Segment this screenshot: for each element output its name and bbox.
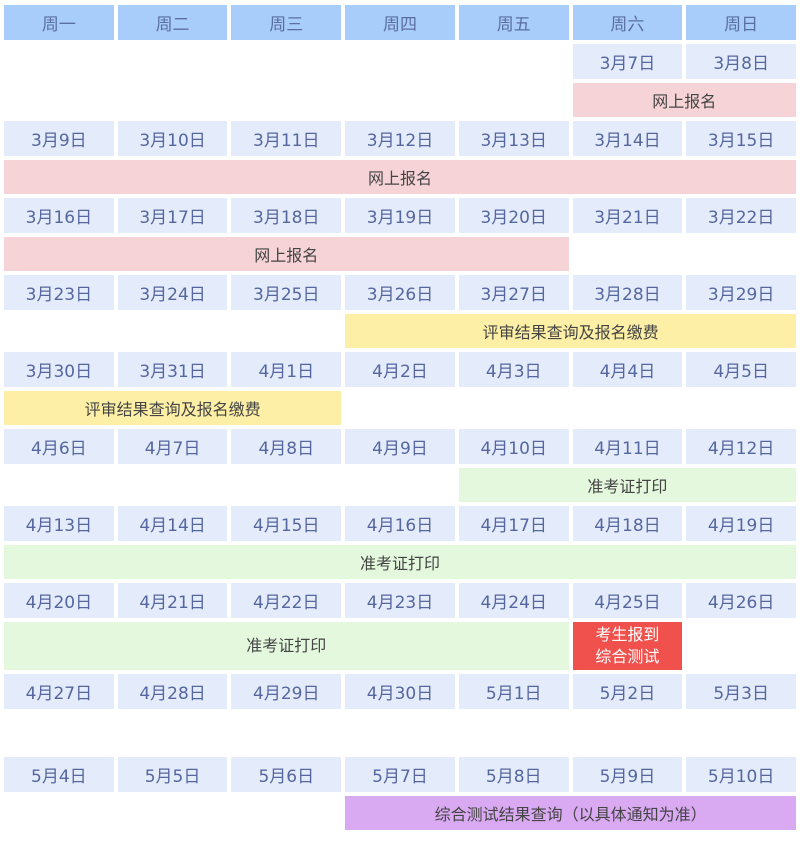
empty-cell — [686, 622, 796, 670]
date-cell: 4月8日 — [231, 429, 342, 464]
weekday-header: 周三 — [231, 5, 342, 40]
date-cell: 4月3日 — [458, 352, 569, 387]
event-bar: 准考证打印 — [458, 468, 796, 502]
weekday-header: 周四 — [345, 5, 455, 40]
date-cell: 4月15日 — [231, 506, 342, 541]
date-cell: 3月9日 — [4, 121, 114, 156]
date-cell: 3月22日 — [686, 198, 796, 233]
date-cell: 5月2日 — [572, 674, 683, 709]
empty-cell — [4, 468, 455, 502]
date-cell: 3月15日 — [686, 121, 796, 156]
empty-cell — [345, 391, 796, 425]
date-cell: 3月25日 — [231, 275, 342, 310]
date-cell: 4月11日 — [572, 429, 683, 464]
empty-cell — [459, 44, 569, 79]
event-bar: 准考证打印 — [4, 545, 796, 579]
event-bar: 评审结果查询及报名缴费 — [345, 314, 796, 348]
empty-cell — [345, 44, 455, 79]
date-cell: 5月3日 — [686, 674, 796, 709]
date-cell: 4月28日 — [117, 674, 228, 709]
date-cell: 3月31日 — [117, 352, 228, 387]
date-cell: 4月9日 — [345, 429, 455, 464]
empty-cell — [4, 314, 341, 348]
date-cell: 4月7日 — [117, 429, 228, 464]
date-cell: 4月6日 — [4, 429, 114, 464]
date-cell: 4月24日 — [458, 583, 569, 618]
date-cell: 4月23日 — [345, 583, 455, 618]
date-cell: 4月20日 — [4, 583, 114, 618]
date-cell: 3月13日 — [458, 121, 569, 156]
date-cell: 3月7日 — [572, 44, 683, 79]
date-cell: 4月26日 — [686, 583, 796, 618]
event-bar: 网上报名 — [4, 237, 569, 271]
weekday-header: 周一 — [4, 5, 114, 40]
date-cell: 4月12日 — [686, 429, 796, 464]
empty-cell — [4, 83, 569, 117]
weekday-header: 周日 — [686, 5, 796, 40]
date-cell: 3月17日 — [117, 198, 228, 233]
date-cell: 3月14日 — [572, 121, 683, 156]
date-cell: 4月2日 — [345, 352, 455, 387]
date-cell: 5月1日 — [458, 674, 569, 709]
empty-cell — [4, 796, 341, 830]
date-cell: 5月7日 — [345, 757, 455, 792]
date-cell: 4月25日 — [572, 583, 683, 618]
date-cell: 3月29日 — [686, 275, 796, 310]
date-cell: 4月17日 — [458, 506, 569, 541]
date-cell: 4月30日 — [345, 674, 455, 709]
date-cell: 5月4日 — [4, 757, 114, 792]
empty-cell — [4, 44, 114, 79]
empty-cell — [118, 44, 228, 79]
date-cell: 4月19日 — [686, 506, 796, 541]
blank-row — [4, 713, 796, 753]
date-cell: 4月1日 — [231, 352, 342, 387]
date-cell: 3月8日 — [686, 44, 796, 79]
date-cell: 4月22日 — [231, 583, 342, 618]
event-bar: 准考证打印 — [4, 622, 569, 670]
event-bar: 网上报名 — [4, 160, 796, 194]
empty-cell — [231, 44, 341, 79]
date-cell: 4月10日 — [458, 429, 569, 464]
date-cell: 4月18日 — [572, 506, 683, 541]
date-cell: 3月19日 — [345, 198, 455, 233]
date-cell: 4月14日 — [117, 506, 228, 541]
date-cell: 4月5日 — [686, 352, 796, 387]
empty-cell — [573, 237, 796, 271]
weekday-header: 周二 — [117, 5, 228, 40]
weekday-header: 周六 — [572, 5, 683, 40]
date-cell: 5月9日 — [572, 757, 683, 792]
date-cell: 3月12日 — [345, 121, 455, 156]
date-cell: 4月27日 — [4, 674, 114, 709]
date-cell: 3月11日 — [231, 121, 342, 156]
date-cell: 5月8日 — [458, 757, 569, 792]
date-cell: 3月20日 — [458, 198, 569, 233]
event-bar: 综合测试结果查询（以具体通知为准） — [345, 796, 796, 830]
date-cell: 4月4日 — [572, 352, 683, 387]
date-cell: 4月13日 — [4, 506, 114, 541]
date-cell: 4月21日 — [117, 583, 228, 618]
date-cell: 4月29日 — [231, 674, 342, 709]
weekday-header: 周五 — [458, 5, 569, 40]
date-cell: 5月5日 — [117, 757, 228, 792]
date-cell: 3月24日 — [117, 275, 228, 310]
date-cell: 3月28日 — [572, 275, 683, 310]
event-bar: 评审结果查询及报名缴费 — [4, 391, 342, 425]
date-cell: 3月18日 — [231, 198, 342, 233]
date-cell: 3月10日 — [117, 121, 228, 156]
date-cell: 3月30日 — [4, 352, 114, 387]
date-cell: 3月23日 — [4, 275, 114, 310]
date-cell: 5月10日 — [686, 757, 796, 792]
event-bar: 考生报到 综合测试 — [572, 622, 683, 670]
date-cell: 3月27日 — [458, 275, 569, 310]
date-cell: 4月16日 — [345, 506, 455, 541]
event-bar: 网上报名 — [572, 83, 796, 117]
date-cell: 3月16日 — [4, 198, 114, 233]
date-cell: 3月21日 — [572, 198, 683, 233]
date-cell: 3月26日 — [345, 275, 455, 310]
date-cell: 5月6日 — [231, 757, 342, 792]
